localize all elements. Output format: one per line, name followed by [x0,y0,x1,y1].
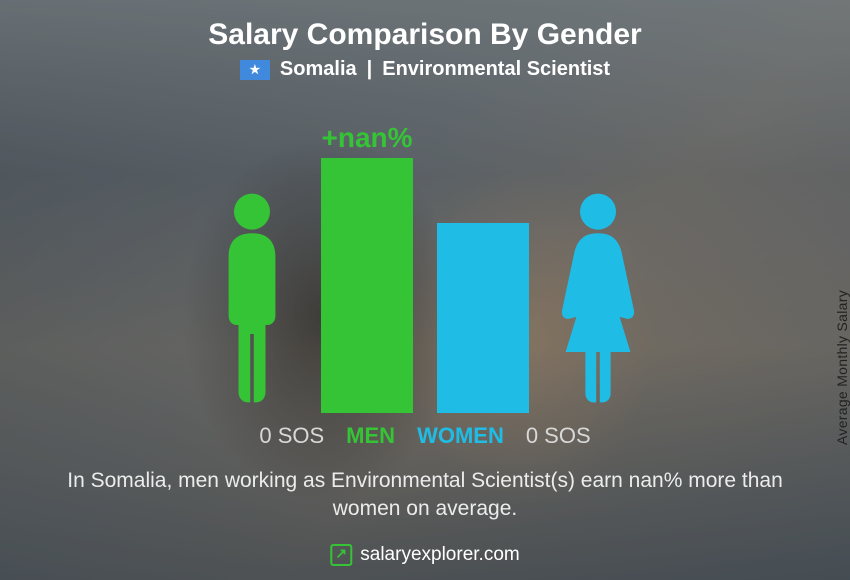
subtitle: Somalia | Environmental Scientist [240,58,610,81]
side-axis-label: Average Monthly Salary [834,290,850,445]
page-title: Salary Comparison By Gender [208,18,641,52]
job-label: Environmental Scientist [382,58,610,81]
women-bar-wrap [437,223,529,413]
men-salary: 0 SOS [259,423,324,449]
flag-icon [240,60,270,80]
footer: salaryexplorer.com [330,544,519,566]
diff-label: +nan% [321,122,412,154]
women-bar [437,223,529,413]
separator: | [367,58,373,81]
country-label: Somalia [280,58,357,81]
man-icon [207,183,297,413]
men-label: MEN [346,423,395,449]
logo-icon [330,544,352,566]
women-label: WOMEN [417,423,504,449]
men-bar-wrap: +nan% [321,122,413,413]
women-salary: 0 SOS [526,423,591,449]
labels-row: 0 SOS MEN WOMEN 0 SOS [259,423,590,449]
footer-text: salaryexplorer.com [360,544,519,566]
men-bar [321,158,413,413]
woman-icon [553,183,643,413]
description: In Somalia, men working as Environmental… [40,467,810,524]
chart: +nan% [207,103,643,413]
